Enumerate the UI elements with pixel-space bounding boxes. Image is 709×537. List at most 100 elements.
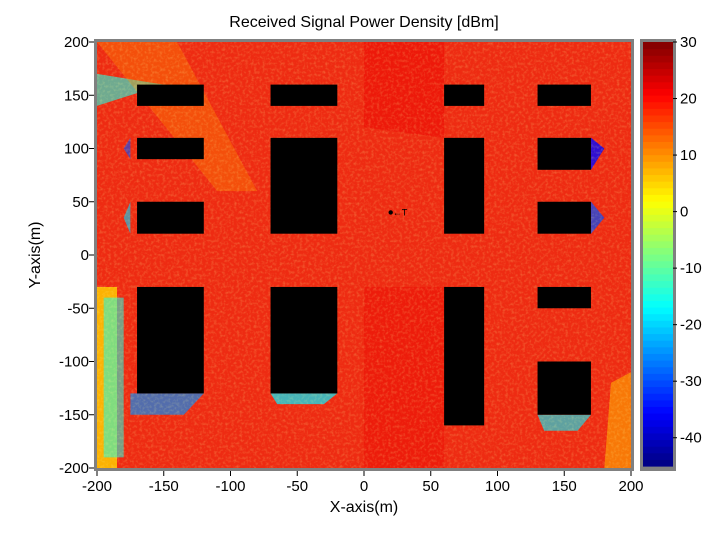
colorbar-band (643, 167, 673, 176)
x-tick-label: -100 (215, 478, 245, 495)
colorbar-band (643, 340, 673, 348)
colorbar-band (643, 247, 673, 255)
colorbar-band (643, 141, 673, 149)
y-tick-label: 100 (64, 141, 89, 158)
colorbar-band (643, 254, 673, 262)
colorbar-band (643, 273, 673, 282)
colorbar-band (643, 240, 673, 248)
x-tick-label: -200 (82, 478, 112, 495)
colorbar-band (643, 373, 673, 381)
colorbar-band (643, 220, 673, 229)
colorbar-band (643, 61, 673, 70)
colorbar-band (643, 55, 673, 63)
colorbar-band (643, 234, 673, 242)
colorbar-tick-label: -10 (680, 260, 702, 277)
colorbar-band (643, 114, 673, 123)
colorbar-tick-label: 20 (680, 91, 697, 108)
colorbar-band (643, 307, 673, 315)
colorbar-tick-label: -20 (680, 317, 702, 334)
colorbar: 30 20 10 0 -10 -20 -30 -40 (640, 34, 702, 471)
colorbar-band (643, 81, 673, 89)
colorbar-band (643, 161, 673, 169)
colorbar-band (643, 360, 673, 368)
x-tick-label: -150 (149, 478, 179, 495)
colorbar-band (643, 181, 673, 189)
y-tick-label: 50 (72, 194, 89, 211)
building (137, 201, 204, 234)
colorbar-band (643, 326, 673, 335)
colorbar-band (643, 406, 673, 414)
chart-title: Received Signal Power Density [dBm] (229, 14, 498, 31)
colorbar-band (643, 194, 673, 202)
y-tick-label: -50 (67, 300, 89, 317)
building (270, 137, 338, 234)
colorbar-band (643, 95, 673, 103)
building (444, 286, 485, 426)
colorbar-band (643, 399, 673, 407)
colorbar-band (643, 413, 673, 421)
building (137, 137, 204, 160)
y-tick-label: 200 (64, 34, 89, 51)
colorbar-band (643, 393, 673, 401)
colorbar-band (643, 439, 673, 447)
buildings (137, 84, 591, 426)
colorbar-band (643, 101, 673, 109)
colorbar-band (643, 260, 673, 268)
y-tick-label: -150 (59, 407, 89, 424)
colorbar-tick-label: -30 (680, 373, 702, 390)
building (537, 84, 591, 106)
colorbar-band (643, 88, 673, 96)
y-axis-title: Y-axis(m) (27, 222, 44, 289)
transmitter-label: ←T (393, 207, 408, 217)
colorbar-band (643, 432, 673, 441)
y-tick-label: 150 (64, 87, 89, 104)
colorbar-band (643, 366, 673, 374)
building (444, 137, 485, 234)
colorbar-band (643, 379, 673, 388)
y-axis: -200 -150 -100 -50 0 50 100 150 200 (59, 34, 94, 477)
colorbar-band (643, 267, 673, 275)
x-tick-label: -50 (286, 478, 308, 495)
colorbar-band (643, 174, 673, 182)
building (270, 286, 338, 394)
colorbar-tick-label: 30 (680, 34, 697, 51)
colorbar-band (643, 42, 673, 50)
colorbar-band (643, 346, 673, 354)
colorbar-band (643, 214, 673, 222)
building (537, 201, 591, 234)
x-tick-label: 100 (485, 478, 510, 495)
colorbar-band (643, 353, 673, 361)
colorbar-band (643, 333, 673, 341)
building (537, 361, 591, 415)
colorbar-band (643, 419, 673, 427)
x-tick-label: 200 (618, 478, 643, 495)
colorbar-band (643, 68, 673, 76)
colorbar-band (643, 320, 673, 328)
colorbar-band (643, 134, 673, 142)
colorbar-ticks: 30 20 10 0 -10 -20 -30 -40 (673, 34, 702, 447)
colorbar-band (643, 426, 673, 434)
colorbar-tick-label: 10 (680, 147, 697, 164)
building (270, 84, 338, 106)
x-tick-label: 50 (422, 478, 439, 495)
y-tick-label: 0 (81, 247, 89, 264)
colorbar-band (643, 207, 673, 215)
x-tick-label: 0 (360, 478, 368, 495)
y-tick-label: -100 (59, 354, 89, 371)
transmitter-point (388, 210, 393, 215)
colorbar-band (643, 446, 673, 454)
x-axis-title: X-axis(m) (330, 499, 398, 516)
colorbar-band (643, 287, 673, 295)
colorbar-bands (643, 42, 673, 467)
colorbar-tick-label: -40 (680, 430, 702, 447)
colorbar-tick-label: 0 (680, 204, 688, 221)
x-tick-label: 150 (552, 478, 577, 495)
building (444, 84, 485, 106)
x-axis: -200 -150 -100 -50 0 50 100 150 200 (82, 471, 644, 495)
colorbar-band (643, 121, 673, 129)
colorbar-band (643, 154, 673, 162)
building (137, 286, 204, 394)
colorbar-band (643, 108, 673, 116)
